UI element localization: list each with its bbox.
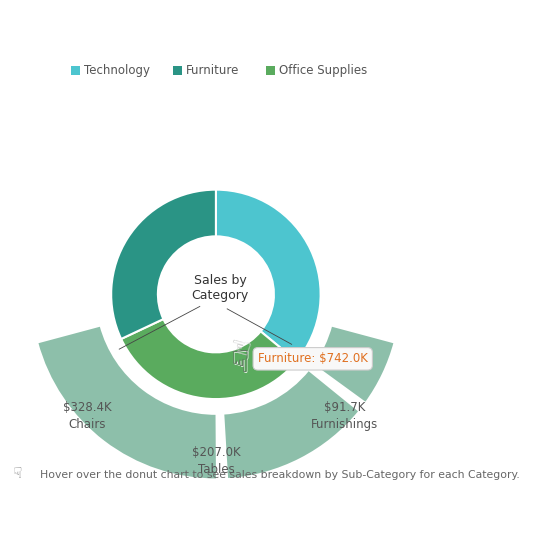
FancyBboxPatch shape: [266, 66, 275, 75]
Wedge shape: [37, 325, 217, 480]
Text: Furniture: Furniture: [186, 64, 240, 77]
Text: $91.7K
Furnishings: $91.7K Furnishings: [311, 401, 378, 431]
Wedge shape: [223, 370, 360, 479]
Text: ☟: ☟: [232, 350, 250, 379]
Wedge shape: [121, 319, 296, 399]
Text: ☜: ☜: [226, 334, 254, 364]
Text: Sales by
Category: Sales by Category: [191, 274, 249, 302]
Wedge shape: [216, 190, 321, 361]
Text: Hover over the donut chart to see sales breakdown by Sub-Category for each Categ: Hover over the donut chart to see sales …: [40, 470, 520, 480]
Text: ☜: ☜: [226, 334, 254, 364]
Text: ☝: ☝: [232, 321, 249, 349]
Text: $207.0K
Tables: $207.0K Tables: [191, 446, 240, 476]
Text: ☟: ☟: [13, 466, 23, 481]
FancyBboxPatch shape: [71, 66, 80, 75]
Wedge shape: [111, 190, 216, 339]
Text: ☟: ☟: [231, 349, 249, 378]
Text: Technology: Technology: [84, 64, 150, 77]
Circle shape: [159, 237, 273, 352]
Text: $328.4K
Chairs: $328.4K Chairs: [63, 401, 111, 431]
Text: Furniture: $742.0K: Furniture: $742.0K: [258, 352, 368, 365]
FancyBboxPatch shape: [173, 66, 182, 75]
Wedge shape: [312, 325, 395, 403]
Text: Office Supplies: Office Supplies: [279, 64, 367, 77]
